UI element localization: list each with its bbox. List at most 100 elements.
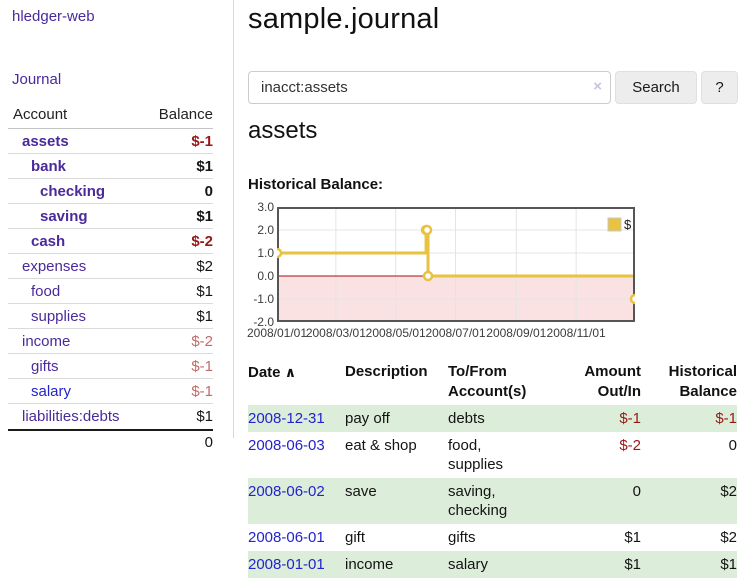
account-balance: 0 [204,182,213,200]
x-tick-label: 2008/09/01 [486,326,547,340]
account-balance: $1 [196,307,213,325]
register-header-row: Date ∧ Description To/From Account(s) Am… [248,359,737,405]
account-balance: $-2 [191,332,213,350]
account-link[interactable]: gifts [31,357,59,375]
x-tick-label: 2008/05/01 [365,326,426,340]
sidebar-divider [233,0,234,438]
search-box: × [248,71,611,104]
account-link[interactable]: checking [40,182,106,200]
accounts-table: Account Balance assets $-1 bank $1 checking 0… [8,106,213,454]
transaction-description: save [345,483,377,500]
account-balance: $-1 [191,357,213,375]
transaction-balance: $1 [720,556,737,573]
transaction-date-link[interactable]: 2008-06-01 [248,529,325,546]
transaction-amount: $-2 [619,437,641,454]
legend-swatch [607,217,622,232]
transaction-balance: $-1 [715,410,737,427]
y-tick-label: 0.0 [257,269,274,283]
sidebar-account-row: supplies $1 [8,304,213,329]
transaction-accounts: saving, checking [448,483,508,519]
x-tick-label: 2008/01/01 [246,326,308,340]
sidebar-account-row: food $1 [8,279,213,304]
account-link[interactable]: salary [31,382,72,400]
account-link[interactable]: cash [31,232,66,250]
data-point-marker [421,224,433,236]
accounts-header-balance: Balance [158,106,213,123]
col-header-balance: Historical Balance [668,363,737,400]
data-point-marker [629,293,635,305]
transaction-row: 2008-01-01 income salary $1 $1 [248,551,737,578]
sidebar: hledger-web Journal Account Balance asse… [0,0,233,582]
sidebar-account-row: liabilities:debts $1 [8,404,213,429]
y-tick-label: 3.0 [257,200,274,214]
account-title: assets [248,117,318,144]
sidebar-account-row: bank $1 [8,154,213,179]
account-link[interactable]: bank [31,157,67,175]
data-point-marker [422,270,434,282]
sidebar-account-row: cash $-2 [8,229,213,254]
search-button[interactable]: Search [615,71,697,104]
transaction-description: pay off [345,410,390,427]
account-balance: $-1 [191,132,213,150]
transaction-amount: 0 [632,483,641,500]
transaction-accounts: salary [448,556,489,573]
col-header-amount: Amount Out/In [584,363,641,400]
accounts-header-account: Account [13,106,68,123]
account-link[interactable]: supplies [31,307,87,325]
account-link[interactable]: expenses [22,257,87,275]
y-tick-label: -2.0 [253,315,274,329]
account-balance: $-1 [191,382,213,400]
transaction-row: 2008-12-31 pay off debts $-1 $-1 [248,405,737,432]
account-balance: $1 [196,282,213,300]
y-tick-label: -1.0 [253,292,274,306]
col-header-date[interactable]: Date ∧ [248,359,345,405]
account-link[interactable]: food [31,282,61,300]
sidebar-item-journal[interactable]: Journal [12,71,62,88]
sidebar-account-row: checking 0 [8,179,213,204]
col-header-tofrom: To/From Account(s) [448,363,527,400]
transaction-balance: 0 [728,437,737,454]
chart-plot-area: $ [277,207,635,322]
account-link[interactable]: liabilities:debts [22,408,120,425]
help-button[interactable]: ? [701,71,738,104]
transaction-date-link[interactable]: 2008-06-03 [248,437,325,454]
accounts-total-row: 0 [8,429,213,454]
x-tick-label: 2008/11/01 [546,326,606,340]
sidebar-account-row: saving $1 [8,204,213,229]
plot-border [277,207,635,322]
x-tick-label: 2008/07/01 [425,326,486,340]
account-balance: $1 [196,207,213,225]
sidebar-account-row: expenses $2 [8,254,213,279]
register-table: Date ∧ Description To/From Account(s) Am… [248,359,737,578]
y-tick-label: 2.0 [257,223,274,237]
accounts-total-value: 0 [204,434,213,451]
sidebar-account-row: income $-2 [8,329,213,354]
transaction-row: 2008-06-02 save saving, checking 0 $2 [248,478,737,524]
accounts-table-header: Account Balance [8,106,213,129]
transaction-amount: $1 [624,529,641,546]
account-link[interactable]: income [22,332,71,350]
transaction-date-link[interactable]: 2008-01-01 [248,556,325,573]
transaction-accounts: gifts [448,529,476,546]
chart-title: Historical Balance: [248,176,384,193]
transaction-description: gift [345,529,366,546]
account-link[interactable]: assets [22,132,69,150]
transaction-date-link[interactable]: 2008-12-31 [248,410,325,427]
search-input[interactable] [248,71,611,104]
transaction-amount: $1 [624,556,641,573]
main-content: sample.journal × Search ? assets Histori… [247,0,738,582]
sidebar-account-row: salary $-1 [8,379,213,404]
transaction-balance: $2 [720,529,737,546]
brand-link[interactable]: hledger-web [12,8,95,25]
transaction-balance: $2 [720,483,737,500]
balance-chart: 3.0 2.0 1.0 0.0 -1.0 -2.0 $ 2008/01/01 2008/03… [247,200,737,348]
transaction-date-link[interactable]: 2008-06-02 [248,483,325,500]
account-link[interactable]: saving [40,207,88,225]
transaction-amount: $-1 [619,410,641,427]
date-header-label: Date [248,364,281,381]
col-header-description: Description [345,363,428,380]
sort-ascending-icon: ∧ [284,364,297,380]
clear-search-icon[interactable]: × [593,78,602,95]
account-balance: $1 [196,157,213,175]
legend-label: $ [624,217,632,232]
